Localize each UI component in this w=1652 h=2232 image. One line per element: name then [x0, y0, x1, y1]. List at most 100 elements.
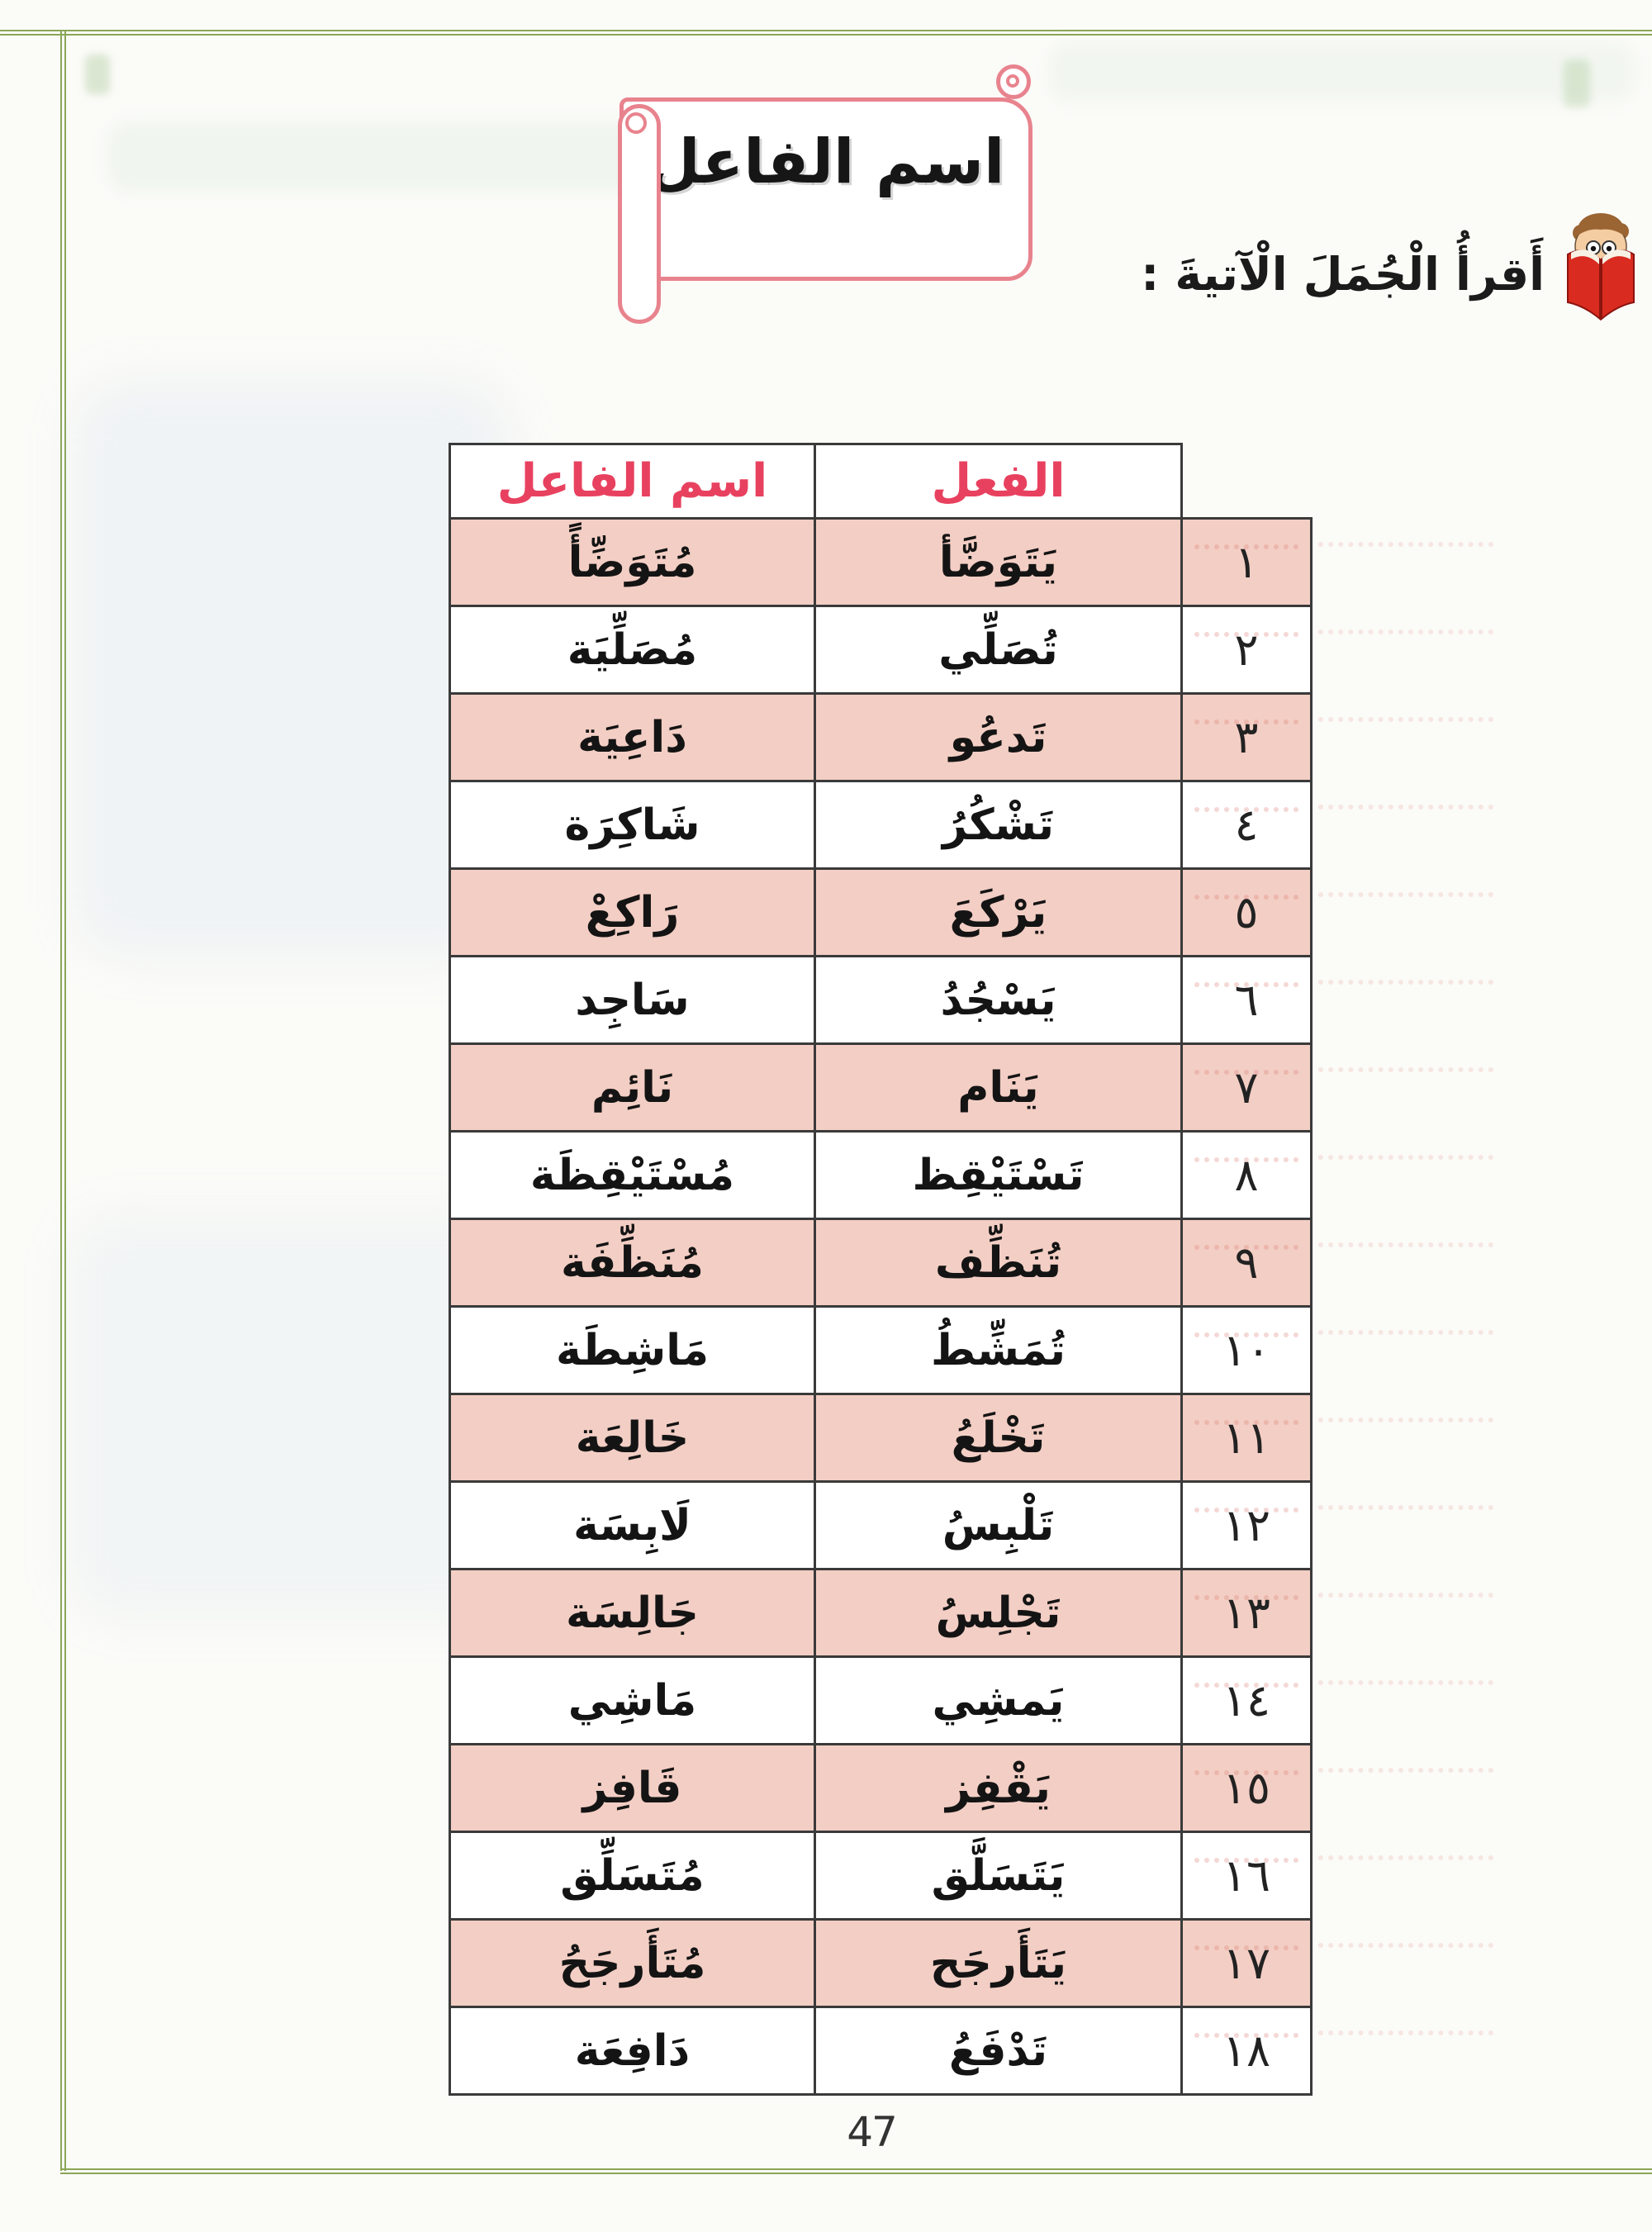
scroll-curl-left-icon [625, 112, 647, 134]
table-row: ١٥ يَقْفِز قَافِز [449, 1743, 1313, 1833]
participle-cell: مُصَلِّيَة [449, 605, 816, 695]
table-row: ٨ تَسْتَيْقِظ مُسْتَيْقِظَة [449, 1130, 1313, 1220]
table-row: ٣ تَدعُو دَاعِيَة [449, 692, 1313, 782]
table-row: ١ يَتَوَضَّأ مُتَوَضِّأً [449, 517, 1313, 607]
verb-cell: تُمَشِّطُ [814, 1305, 1183, 1395]
verb-cell: تَجْلِسُ [814, 1568, 1183, 1658]
participle-cell: مُتَوَضِّأً [449, 517, 816, 607]
row-number-cell: ٩ [1180, 1218, 1313, 1308]
row-number-cell: ١٣ [1180, 1568, 1313, 1658]
table-row: ١٦ يَتَسَلَّق مُتَسَلِّق [449, 1831, 1313, 1921]
bleed-ghost-photo-left [73, 380, 510, 958]
bleed-dots [1318, 892, 1493, 897]
verb-cell: يَتَسَلَّق [814, 1831, 1183, 1921]
table-row: ٤ تَشْكُرُ شَاكِرَة [449, 780, 1313, 870]
row-number-cell: ٢ [1180, 605, 1313, 695]
verb-cell: يَقْفِز [814, 1743, 1183, 1833]
table-row: ١٧ يَتَأَرجَح مُتَأَرجَحُ [449, 1918, 1313, 2008]
verb-cell: تَدعُو [814, 692, 1183, 782]
table-row: ٩ تُنَظِّف مُنَظِّفَة [449, 1218, 1313, 1308]
bleed-dots [1318, 2030, 1493, 2035]
bleed-dots [1318, 1593, 1493, 1598]
instruction-text: أَقرأُ الْجُمَلَ الْآتيةَ : [1141, 248, 1545, 301]
participle-cell: مَاشِطَة [449, 1305, 816, 1395]
table-row: ١١ تَخْلَعُ خَالِعَة [449, 1393, 1313, 1483]
row-number-cell: ٨ [1180, 1130, 1313, 1220]
bleed-dots [1318, 980, 1493, 985]
title-scroll-banner: اسم الفاعل [620, 97, 1032, 281]
participle-cell: مُتَأَرجَحُ [449, 1918, 816, 2008]
header-spacer-cell [1182, 444, 1312, 519]
table-row: ٦ يَسْجُدُ سَاجِد [449, 955, 1313, 1045]
table-row: ١٢ تَلْبِسُ لَابِسَة [449, 1480, 1313, 1570]
verb-cell: يَنَام [814, 1042, 1183, 1133]
scroll-roll-edge [618, 104, 661, 324]
row-number-cell: ٦ [1180, 955, 1313, 1045]
bleed-dots [1318, 1067, 1493, 1072]
participle-cell: قَافِز [449, 1743, 816, 1833]
table-row: ١٤ يَمشِي مَاشِي [449, 1655, 1313, 1745]
row-number-cell: ١٧ [1180, 1918, 1313, 2008]
bleed-dots [1318, 1418, 1493, 1422]
page-title: اسم الفاعل [647, 126, 1005, 197]
verb-cell: تُصَلِّي [814, 605, 1183, 695]
row-number-cell: ١٢ [1180, 1480, 1313, 1570]
verb-cell: يَمشِي [814, 1655, 1183, 1745]
bleed-dots [1318, 1680, 1493, 1685]
row-number-cell: ١ [1180, 517, 1313, 607]
row-number-cell: ٤ [1180, 780, 1313, 870]
bleed-dots [1318, 1242, 1493, 1247]
table-row: ٥ يَرْكَعَ رَاكِعْ [449, 867, 1313, 957]
table-row: ٢ تُصَلِّي مُصَلِّيَة [449, 605, 1313, 695]
boy-reading-book-icon [1567, 213, 1635, 321]
bleed-dots [1318, 717, 1493, 722]
table-row: ١٣ تَجْلِسُ جَالِسَة [449, 1568, 1313, 1658]
participle-cell: لَابِسَة [449, 1480, 816, 1570]
row-number-cell: ١٠ [1180, 1305, 1313, 1395]
bleed-ghost-mark-top-left [85, 55, 110, 94]
verb-cell: يَتَوَضَّأ [814, 517, 1183, 607]
bleed-dots [1318, 1943, 1493, 1948]
row-number-cell: ١٥ [1180, 1743, 1313, 1833]
bleed-dots [1318, 629, 1493, 634]
page-number: 47 [847, 2108, 898, 2156]
row-number-cell: ٣ [1180, 692, 1313, 782]
participle-cell: دَافِعَة [449, 2006, 816, 2096]
bleed-ghost-text-top-right [1049, 43, 1635, 101]
participle-cell: دَاعِيَة [449, 692, 816, 782]
verb-participle-table: الفعل اسم الفاعل ١ يَتَوَضَّأ مُتَوَضِّأً … [449, 443, 1313, 2096]
participle-cell: مُتَسَلِّق [449, 1831, 816, 1921]
table-header-row: الفعل اسم الفاعل [449, 443, 1312, 520]
table-row: ٧ يَنَام نَائِم [449, 1042, 1313, 1133]
verb-cell: تَخْلَعُ [814, 1393, 1183, 1483]
frame-top-border [0, 30, 1652, 36]
participle-cell: مَاشِي [449, 1655, 816, 1745]
row-number-cell: ٥ [1180, 867, 1313, 957]
bleed-dots [1318, 805, 1493, 810]
bleed-dots [1318, 1855, 1493, 1860]
participle-cell: رَاكِعْ [449, 867, 816, 957]
participle-cell: سَاجِد [449, 955, 816, 1045]
participle-cell: جَالِسَة [449, 1568, 816, 1658]
verb-cell: يَرْكَعَ [814, 867, 1183, 957]
frame-bottom-border [60, 2168, 1652, 2174]
verb-cell: تَلْبِسُ [814, 1480, 1183, 1570]
row-number-cell: ١٤ [1180, 1655, 1313, 1745]
verb-cell: تَدْفَعُ [814, 2006, 1183, 2096]
verb-cell: تَسْتَيْقِظ [814, 1130, 1183, 1220]
verb-column-header: الفعل [814, 443, 1183, 520]
verb-cell: تَشْكُرُ [814, 780, 1183, 870]
verb-cell: تُنَظِّف [814, 1218, 1183, 1308]
scroll-curl-right-icon [996, 64, 1031, 99]
row-number-cell: ١٨ [1180, 2006, 1313, 2096]
participle-cell: مُسْتَيْقِظَة [449, 1130, 816, 1220]
table-row: ١٠ تُمَشِّطُ مَاشِطَة [449, 1305, 1313, 1395]
row-number-cell: ٧ [1180, 1042, 1313, 1133]
row-number-cell: ١١ [1180, 1393, 1313, 1483]
bleed-dots [1318, 1155, 1493, 1160]
participle-cell: شَاكِرَة [449, 780, 816, 870]
table-row: ١٨ تَدْفَعُ دَافِعَة [449, 2006, 1313, 2096]
bleed-ghost-mark-top-right [1564, 59, 1590, 107]
bleed-dots [1318, 1505, 1493, 1510]
